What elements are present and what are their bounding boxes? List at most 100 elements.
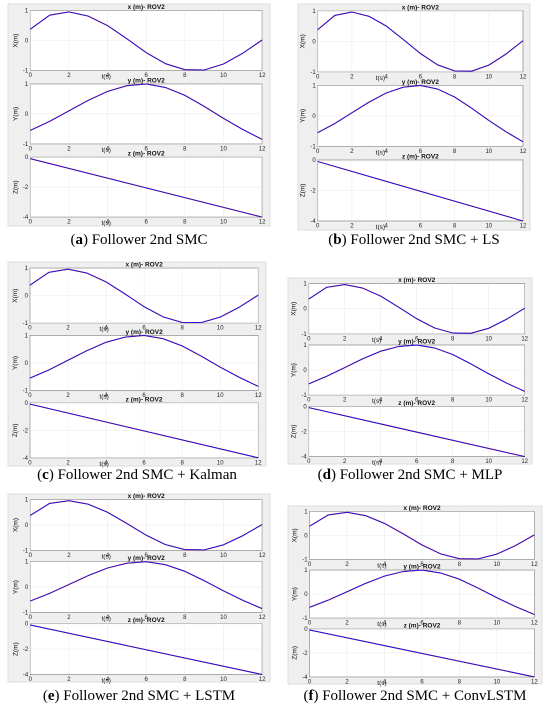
y-axis-label: Z(m): [291, 425, 298, 439]
follower-line: [30, 624, 263, 675]
x-tick-label: 6: [145, 220, 149, 226]
x-tick-label: 4: [379, 459, 383, 465]
y-tick-label: 0: [312, 39, 316, 45]
y-tick-label: -1: [23, 69, 29, 75]
x-tick-label: 8: [458, 679, 462, 685]
y-tick-label: 0: [25, 401, 29, 407]
x-tick-label: 10: [485, 398, 492, 404]
x-tick-label: 4: [383, 621, 387, 627]
x-tick-label: 10: [485, 223, 492, 229]
y-tick-label: 0: [25, 155, 29, 161]
x-tick-label: 4: [106, 615, 110, 621]
follower-line: [30, 11, 263, 71]
x-tick-label: 4: [379, 336, 383, 342]
y-tick-label: -4: [310, 219, 316, 225]
y-tick-label: 1: [25, 333, 29, 339]
x-tick-label: 0: [29, 553, 33, 559]
x-axis-label: t(s): [102, 220, 111, 227]
x-tick-label: 8: [458, 621, 462, 627]
x-axis-label: t(s): [102, 677, 111, 684]
x-tick-label: 10: [485, 74, 492, 80]
y-tick-label: -2: [310, 188, 316, 194]
y-axis-label: X(m): [300, 34, 307, 48]
x-axis-label: t(s): [99, 326, 108, 333]
y-axis-label: Z(m): [12, 180, 19, 194]
follower-line: [317, 11, 524, 72]
y-axis-label: X(m): [12, 34, 19, 48]
x-tick-label: 4: [384, 74, 388, 80]
y-tick-label: -1: [302, 557, 308, 563]
subplot-title: z (m)- ROV2: [128, 617, 165, 624]
x-tick-label: 4: [106, 677, 110, 683]
x-tick-label: 8: [453, 223, 457, 229]
subplot-z: 0 2 4 6 8 10 12 -4 -2 0 z (m)- ROV2 t(s) Z(m): [291, 400, 529, 467]
subplot-title: y (m)- ROV2: [402, 79, 440, 86]
x-tick-label: 8: [451, 336, 455, 342]
x-tick-label: 6: [145, 73, 149, 79]
y-tick-label: -4: [23, 456, 29, 462]
x-axis-label: t(s): [102, 147, 111, 154]
subplot-title: z (m)- ROV2: [128, 151, 165, 158]
x-axis-label: t(s): [376, 75, 385, 82]
x-tick-label: 2: [67, 677, 71, 683]
x-tick-label: 12: [259, 146, 266, 152]
y-tick-label: 0: [25, 585, 29, 591]
x-tick-label: 0: [28, 326, 32, 332]
panel-c: 0 2 4 6 8 10 12 -1 0 1 x (m)- ROV2 t(s) X(m) 0 2 4 6 8 10 1…: [7, 261, 267, 468]
x-tick-label: 4: [384, 149, 388, 155]
x-tick-label: 0: [29, 146, 33, 152]
y-tick-label: 1: [303, 343, 307, 349]
y-tick-label: -2: [23, 185, 29, 191]
y-tick-label: 1: [25, 82, 29, 88]
x-tick-label: 6: [142, 326, 146, 332]
x-tick-label: 4: [104, 460, 108, 466]
y-axis-label: Z(m): [12, 642, 19, 656]
x-axis-label: t(s): [377, 680, 386, 687]
subplot-title: x (m)- ROV2: [128, 493, 166, 500]
x-tick-label: 10: [220, 615, 227, 621]
follower-line: [29, 334, 259, 387]
x-tick-label: 6: [142, 393, 146, 399]
x-tick-label: 12: [259, 220, 266, 226]
follower-line: [30, 158, 263, 218]
follower-line: [317, 161, 524, 222]
x-tick-label: 8: [183, 553, 187, 559]
y-tick-label: -2: [23, 647, 29, 653]
x-tick-label: 8: [458, 562, 462, 568]
y-axis-label: Y(m): [291, 363, 298, 377]
panel-d: 0 2 4 6 8 10 12 -1 0 1 x (m)- ROV2 t(s) X(m) 0 2 4 6 8 10 1…: [287, 277, 533, 467]
x-tick-label: 2: [350, 74, 354, 80]
x-tick-label: 8: [180, 460, 184, 466]
x-tick-label: 12: [255, 326, 262, 332]
subplot-z: 0 2 4 6 8 10 12 -4 -2 0 z (m)- ROV2 t(s) Z(m): [12, 617, 266, 684]
x-tick-label: 4: [104, 326, 108, 332]
x-axis-label: t(s): [377, 562, 386, 569]
y-tick-label: 0: [25, 39, 29, 45]
x-tick-label: 0: [29, 677, 33, 683]
y-tick-label: 0: [25, 361, 29, 367]
y-axis-label: Z(m): [12, 423, 19, 437]
x-tick-label: 4: [106, 73, 110, 79]
x-tick-label: 10: [217, 460, 224, 466]
x-tick-label: 6: [145, 146, 149, 152]
x-tick-label: 12: [531, 562, 538, 568]
x-tick-label: 2: [345, 621, 349, 627]
subplot-z: 0 2 4 6 8 10 12 -4 -2 0 z (m)- ROV2 t(s) Z(m): [292, 622, 539, 687]
caption-text: Follower 2nd SMC + ConvLSTM: [318, 688, 527, 704]
x-axis-label: t(s): [376, 149, 385, 156]
y-tick-label: 0: [304, 627, 308, 633]
x-tick-label: 6: [415, 398, 419, 404]
y-axis-label: X(m): [12, 289, 19, 303]
y-tick-label: 1: [303, 282, 307, 288]
y-axis-label: X(m): [12, 518, 19, 532]
x-axis-label: t(s): [102, 74, 111, 81]
x-axis-label: t(s): [99, 394, 108, 401]
y-axis-label: Y(m): [12, 107, 19, 121]
